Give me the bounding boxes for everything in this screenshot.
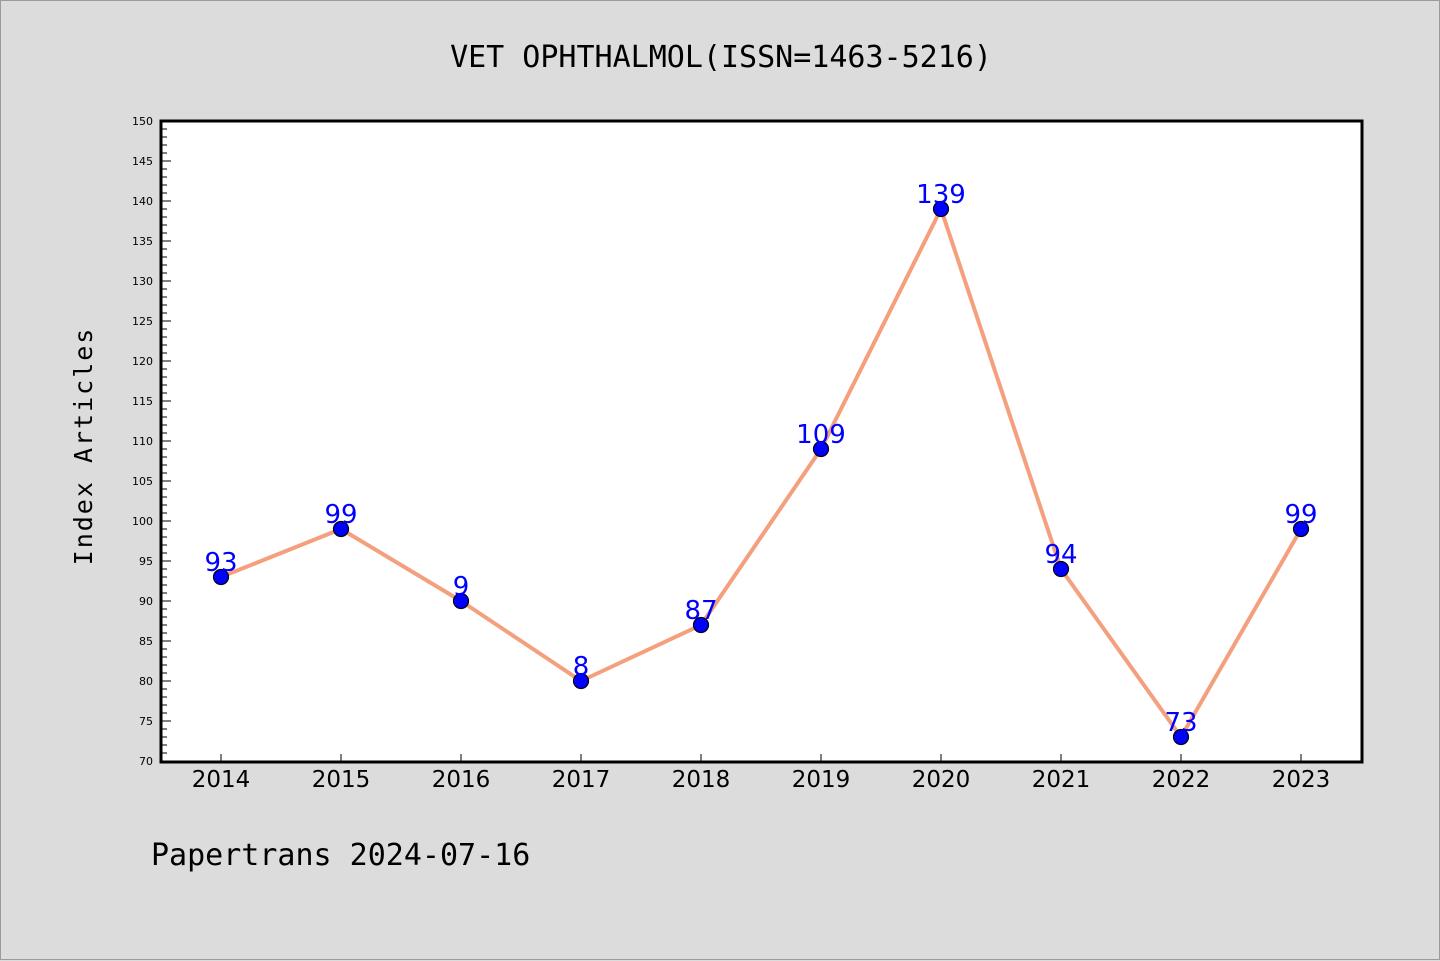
y-tick-label: 90 xyxy=(139,595,153,608)
x-tick-label: 2018 xyxy=(672,767,731,793)
y-tick-label: 115 xyxy=(132,395,153,408)
x-tick-label: 2019 xyxy=(792,767,851,793)
y-tick-label: 85 xyxy=(139,635,153,648)
data-point-marker xyxy=(212,568,230,586)
y-tick-label: 135 xyxy=(132,235,153,248)
plot-area xyxy=(161,121,1362,762)
x-tick-label: 2022 xyxy=(1152,767,1211,793)
x-tick-label: 2015 xyxy=(312,767,371,793)
y-tick-label: 130 xyxy=(132,275,153,288)
y-tick-label: 100 xyxy=(132,515,153,528)
y-tick-label: 150 xyxy=(132,115,153,128)
y-tick-label: 105 xyxy=(132,475,153,488)
y-axis-label: Index Articles xyxy=(69,327,98,566)
x-tick-label: 2020 xyxy=(912,767,971,793)
x-axis: 2014 2015 2016 2017 2018 2019 2020 2021 2022 2023 xyxy=(192,754,1331,793)
y-tick-label: 75 xyxy=(139,715,153,728)
x-tick-label: 2023 xyxy=(1272,767,1331,793)
data-label: 139 xyxy=(916,180,966,210)
data-label: 99 xyxy=(324,500,357,530)
data-label: 93 xyxy=(204,548,237,578)
data-label: 99 xyxy=(1284,500,1317,530)
y-tick-label: 140 xyxy=(132,195,153,208)
y-tick-label: 80 xyxy=(139,675,153,688)
data-label: 94 xyxy=(1044,540,1077,570)
y-tick-label: 70 xyxy=(139,755,153,768)
y-tick-label: 125 xyxy=(132,315,153,328)
x-tick-label: 2017 xyxy=(552,767,611,793)
data-point-marker xyxy=(452,592,470,610)
series-line xyxy=(220,207,1303,739)
data-point-marker xyxy=(1172,728,1190,746)
data-point-marker xyxy=(812,440,830,458)
x-tick-label: 2014 xyxy=(192,767,251,793)
x-tick-label: 2021 xyxy=(1032,767,1091,793)
data-point-marker xyxy=(1052,560,1070,578)
y-tick-label: 145 xyxy=(132,155,153,168)
data-label: 87 xyxy=(684,596,717,626)
series-markers xyxy=(212,200,1310,746)
data-label: 9 xyxy=(453,572,470,602)
data-label: 73 xyxy=(1164,708,1197,738)
data-point-marker xyxy=(1292,520,1310,538)
footer-text: Papertrans 2024-07-16 xyxy=(151,838,530,873)
y-tick-label: 95 xyxy=(139,555,153,568)
data-label: 109 xyxy=(796,420,846,450)
x-tick-label: 2016 xyxy=(432,767,491,793)
y-tick-label: 120 xyxy=(132,355,153,368)
data-label: 8 xyxy=(573,652,590,682)
data-point-marker xyxy=(932,200,950,218)
data-point-marker xyxy=(692,616,710,634)
chart-title: VET OPHTHALMOL(ISSN=1463-5216) xyxy=(450,40,992,75)
plot-border xyxy=(159,119,1364,764)
data-point-marker xyxy=(332,520,350,538)
data-point-marker xyxy=(572,672,590,690)
y-tick-label: 110 xyxy=(132,435,153,448)
